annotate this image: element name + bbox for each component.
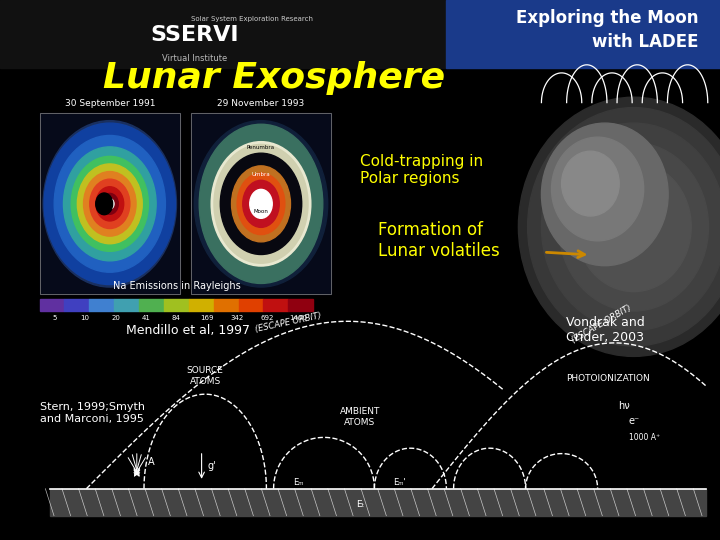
- Ellipse shape: [199, 124, 323, 284]
- Text: 1000 A⁺: 1000 A⁺: [629, 433, 660, 442]
- Ellipse shape: [212, 143, 310, 265]
- Text: SSERVI: SSERVI: [150, 25, 238, 45]
- Ellipse shape: [63, 147, 156, 261]
- Bar: [189, 299, 214, 310]
- Ellipse shape: [237, 173, 285, 234]
- Ellipse shape: [528, 107, 720, 346]
- Text: Umbra: Umbra: [251, 172, 271, 178]
- Bar: [139, 299, 164, 310]
- Ellipse shape: [106, 199, 114, 209]
- Ellipse shape: [562, 151, 619, 216]
- Text: 1400: 1400: [289, 315, 307, 321]
- Text: A: A: [148, 457, 155, 468]
- Ellipse shape: [43, 120, 176, 287]
- Text: 29 November 1993: 29 November 1993: [217, 99, 305, 108]
- Text: PHOTOIONIZATION: PHOTOIONIZATION: [567, 374, 650, 383]
- Text: 692: 692: [261, 315, 274, 321]
- Text: 84: 84: [172, 315, 181, 321]
- Ellipse shape: [102, 193, 118, 214]
- Bar: [446, 0, 720, 68]
- Ellipse shape: [243, 180, 279, 227]
- Text: 342: 342: [230, 315, 244, 321]
- Text: 5: 5: [53, 315, 57, 321]
- Ellipse shape: [518, 97, 720, 356]
- Ellipse shape: [96, 193, 112, 215]
- Ellipse shape: [44, 123, 176, 285]
- Ellipse shape: [194, 120, 328, 287]
- Bar: [191, 113, 331, 294]
- Ellipse shape: [232, 166, 290, 242]
- Text: Formation of
Lunar volatiles: Formation of Lunar volatiles: [378, 221, 500, 260]
- Text: Solar System Exploration Research: Solar System Exploration Research: [191, 16, 313, 22]
- Bar: [50, 489, 706, 516]
- Text: (ESCAPE ORBIT): (ESCAPE ORBIT): [570, 303, 633, 345]
- Bar: [288, 299, 313, 310]
- Bar: [214, 299, 238, 310]
- Text: Cold-trapping in
Polar regions: Cold-trapping in Polar regions: [360, 154, 483, 186]
- Text: SOURCE
ATOMS: SOURCE ATOMS: [186, 366, 224, 386]
- Ellipse shape: [71, 157, 148, 251]
- Text: 169: 169: [200, 315, 214, 321]
- Text: e⁻: e⁻: [629, 416, 639, 426]
- Ellipse shape: [559, 143, 708, 311]
- Bar: [0, 0, 446, 68]
- Bar: [40, 299, 65, 310]
- Text: Lunar Exosphere: Lunar Exosphere: [102, 62, 445, 95]
- Text: Virtual Institute: Virtual Institute: [162, 54, 227, 63]
- Bar: [264, 299, 288, 310]
- Ellipse shape: [552, 137, 644, 241]
- Bar: [65, 299, 89, 310]
- Text: Na Emissions in Rayleighs: Na Emissions in Rayleighs: [112, 280, 240, 291]
- Ellipse shape: [541, 123, 720, 330]
- Text: Stern, 1999;Smyth
and Marconi, 1995: Stern, 1999;Smyth and Marconi, 1995: [40, 402, 145, 424]
- Ellipse shape: [54, 136, 166, 272]
- Text: Eₘ': Eₘ': [393, 478, 406, 487]
- Text: 20: 20: [111, 315, 120, 321]
- Text: Mendillo et al, 1997: Mendillo et al, 1997: [126, 324, 250, 337]
- Text: 30 September 1991: 30 September 1991: [65, 99, 155, 108]
- Bar: [114, 299, 139, 310]
- Text: 41: 41: [142, 315, 150, 321]
- Ellipse shape: [90, 179, 130, 228]
- Ellipse shape: [77, 164, 143, 244]
- Text: Exploring the Moon
with LADEE: Exploring the Moon with LADEE: [516, 9, 698, 51]
- Text: 10: 10: [81, 315, 90, 321]
- Text: Eₜ: Eₜ: [356, 500, 364, 509]
- Ellipse shape: [220, 153, 302, 254]
- Text: Vondrak and
Crider, 2003: Vondrak and Crider, 2003: [566, 316, 644, 345]
- Ellipse shape: [96, 187, 124, 221]
- Bar: [238, 299, 264, 310]
- Bar: [164, 299, 189, 310]
- Ellipse shape: [541, 123, 668, 266]
- Ellipse shape: [576, 162, 691, 292]
- Bar: [40, 113, 180, 294]
- Text: hν: hν: [618, 401, 629, 411]
- Text: g': g': [207, 461, 216, 471]
- Bar: [191, 113, 331, 294]
- Text: (ESCAPE ORBIT): (ESCAPE ORBIT): [254, 311, 322, 334]
- Bar: [89, 299, 114, 310]
- Ellipse shape: [84, 172, 136, 236]
- Text: Penumbra: Penumbra: [247, 145, 275, 150]
- Bar: [40, 113, 180, 294]
- Text: AMBIENT
ATOMS: AMBIENT ATOMS: [340, 407, 380, 427]
- Ellipse shape: [250, 190, 272, 218]
- Text: Moon: Moon: [253, 208, 269, 214]
- Text: Eₘ: Eₘ: [294, 478, 304, 487]
